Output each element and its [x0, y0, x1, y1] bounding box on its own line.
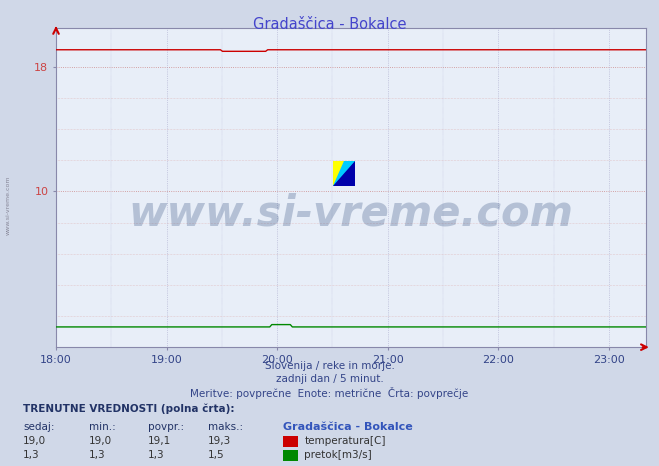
Polygon shape: [333, 161, 355, 186]
Text: 19,3: 19,3: [208, 436, 231, 445]
Text: pretok[m3/s]: pretok[m3/s]: [304, 450, 372, 459]
Text: 1,3: 1,3: [89, 450, 105, 459]
Text: povpr.:: povpr.:: [148, 422, 185, 432]
Text: 19,1: 19,1: [148, 436, 171, 445]
Text: Slovenija / reke in morje.: Slovenija / reke in morje.: [264, 361, 395, 371]
Text: temperatura[C]: temperatura[C]: [304, 436, 386, 445]
Text: TRENUTNE VREDNOSTI (polna črta):: TRENUTNE VREDNOSTI (polna črta):: [23, 403, 235, 414]
Text: Gradaščica - Bokalce: Gradaščica - Bokalce: [283, 422, 413, 432]
Text: 1,3: 1,3: [148, 450, 165, 459]
Text: sedaj:: sedaj:: [23, 422, 55, 432]
Text: 19,0: 19,0: [23, 436, 46, 445]
Polygon shape: [333, 161, 355, 186]
Text: maks.:: maks.:: [208, 422, 243, 432]
Text: 1,3: 1,3: [23, 450, 40, 459]
Text: 1,5: 1,5: [208, 450, 224, 459]
Text: Meritve: povprečne  Enote: metrične  Črta: povprečje: Meritve: povprečne Enote: metrične Črta:…: [190, 387, 469, 399]
Polygon shape: [333, 161, 344, 186]
Text: 19,0: 19,0: [89, 436, 112, 445]
Text: www.si-vreme.com: www.si-vreme.com: [129, 192, 573, 234]
Text: www.si-vreme.com: www.si-vreme.com: [5, 175, 11, 235]
Text: Gradaščica - Bokalce: Gradaščica - Bokalce: [253, 17, 406, 32]
Text: zadnji dan / 5 minut.: zadnji dan / 5 minut.: [275, 374, 384, 384]
Text: min.:: min.:: [89, 422, 116, 432]
